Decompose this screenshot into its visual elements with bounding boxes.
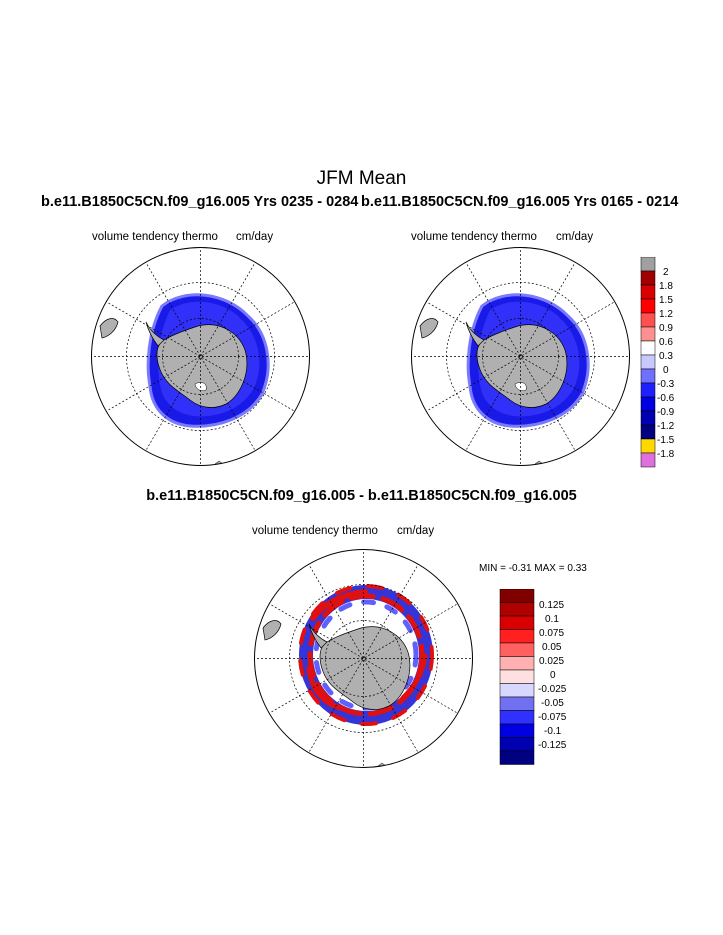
colorbar-swatch: [640, 410, 656, 426]
peninsula-landmass: [145, 321, 165, 347]
colorbar-label: 2: [663, 267, 669, 278]
colorbar-label: 0: [550, 670, 556, 681]
peninsula-landmass: [465, 321, 485, 347]
left-panel-subtitle: b.e11.B1850C5CN.f09_g16.005 Yrs 0235 - 0…: [41, 194, 359, 210]
colorbar-label: -1.2: [657, 421, 675, 432]
colorbar-swatch: [499, 669, 535, 684]
colorbar-label: -1.5: [657, 435, 675, 446]
colorbar-swatch: [499, 642, 535, 657]
graticule: [91, 247, 310, 466]
graticule: [254, 549, 473, 768]
colorbar-label: 0.6: [659, 337, 673, 348]
colorbar-swatch: [499, 696, 535, 711]
south-america-landmass: [99, 318, 119, 339]
colorbar-swatch: [640, 452, 656, 468]
colorbar-label: -0.3: [657, 379, 675, 390]
colorbar-label: 0.075: [539, 628, 564, 639]
right-panel-units: cm/day: [556, 231, 594, 243]
colorbar-label: -0.6: [657, 393, 675, 404]
diff-panel-title: b.e11.B1850C5CN.f09_g16.005 - b.e11.B185…: [146, 488, 577, 504]
colorbar-swatch: [640, 284, 656, 300]
difference-field: [298, 584, 434, 726]
colorbar-swatch: [640, 340, 656, 356]
colorbar-swatch: [499, 629, 535, 644]
diff-panel-units: cm/day: [397, 525, 435, 537]
colorbar-swatch: [640, 257, 656, 272]
colorbar-label: 0.05: [542, 642, 562, 653]
colorbar-swatch: [640, 312, 656, 328]
colorbar-label: 0: [663, 365, 669, 376]
colorbar-swatch: [499, 589, 535, 603]
colorbar-label: -0.125: [538, 740, 567, 751]
colorbar-label: 0.1: [545, 614, 559, 625]
colorbar-swatch: [640, 368, 656, 384]
colorbar-swatch: [640, 382, 656, 398]
colorbar-swatch: [640, 270, 656, 286]
diff-min-max-readout: MIN = -0.31 MAX = 0.33: [479, 563, 587, 574]
colorbar-swatch: [499, 656, 535, 671]
colorbar-label: 1.5: [659, 295, 673, 306]
colorbar-label: -0.1: [544, 726, 562, 737]
colorbar-label: 0.3: [659, 351, 673, 362]
peninsula-landmass: [308, 623, 328, 649]
south-america-landmass: [262, 620, 282, 641]
colorbar-swatch: [640, 424, 656, 440]
colorbar-label: 1.2: [659, 309, 673, 320]
left-panel-units: cm/day: [236, 231, 274, 243]
graticule: [411, 247, 630, 466]
colorbar-swatch: [499, 710, 535, 725]
colorbar-swatch: [640, 354, 656, 370]
colorbar-label: -0.075: [538, 712, 567, 723]
colorbar-swatch: [499, 750, 535, 765]
colorbar-label: -0.05: [541, 698, 564, 709]
page-title: JFM Mean: [316, 168, 407, 189]
colorbar-label: -0.025: [538, 684, 567, 695]
right-polar-map: [411, 247, 630, 466]
colorbar-swatch: [640, 326, 656, 342]
colorbar-swatch: [499, 602, 535, 617]
colorbar-label: 1.8: [659, 281, 673, 292]
colorbar-swatch: [640, 298, 656, 314]
colorbar-swatch: [499, 737, 535, 752]
diff-colorbar: 0.125 0.1 0.075 0.05 0.025 0 -0.025 -0.0…: [499, 589, 567, 765]
colorbar-label: -0.9: [657, 407, 675, 418]
colorbar-label: 0.9: [659, 323, 673, 334]
colorbar-label: 0.125: [539, 600, 564, 611]
left-panel-variable: volume tendency thermo: [92, 231, 218, 243]
colorbar-swatch: [499, 683, 535, 698]
colorbar-swatch: [640, 396, 656, 412]
difference-polar-map: [254, 549, 473, 768]
colorbar-swatch: [499, 723, 535, 738]
right-panel-variable: volume tendency thermo: [411, 231, 537, 243]
colorbar-label: 0.025: [539, 656, 564, 667]
south-america-landmass: [419, 318, 439, 339]
right-panel-subtitle: b.e11.B1850C5CN.f09_g16.005 Yrs 0165 - 0…: [361, 194, 679, 210]
left-polar-map: [91, 247, 310, 466]
top-colorbar: 2 1.8 1.5 1.2 0.9 0.6 0.3 0 -0.3 -0.6 -0…: [640, 257, 675, 468]
colorbar-label: -1.8: [657, 449, 675, 460]
diff-panel-variable: volume tendency thermo: [252, 525, 378, 537]
colorbar-swatch: [499, 615, 535, 630]
colorbar-swatch: [640, 438, 656, 454]
